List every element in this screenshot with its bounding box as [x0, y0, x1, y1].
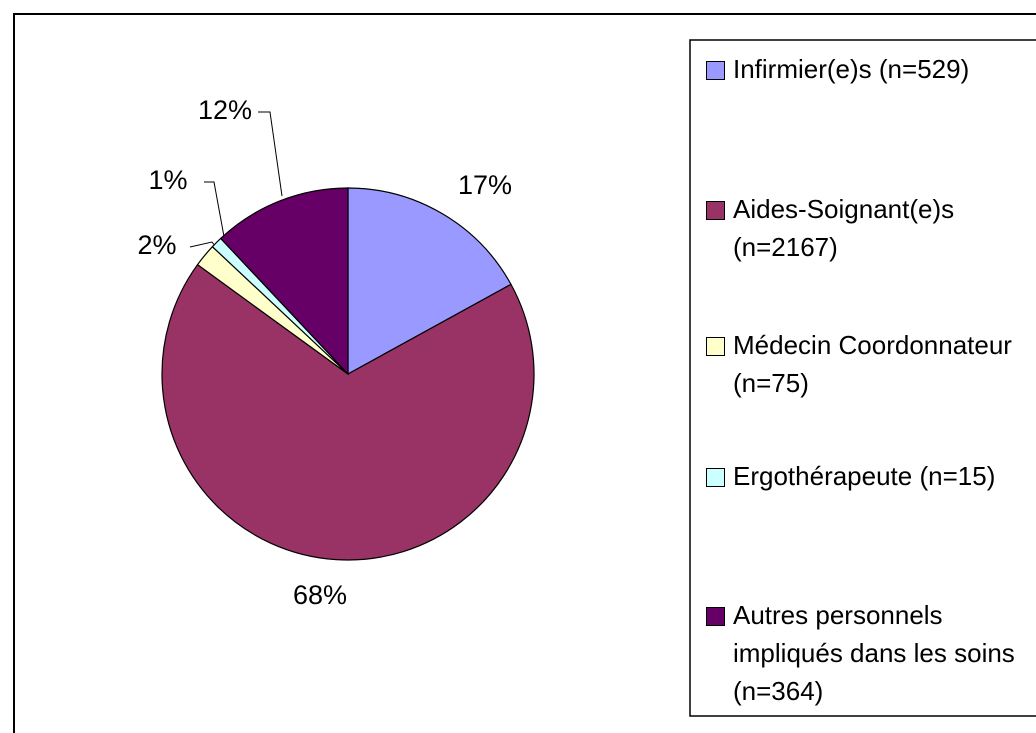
legend-swatch	[706, 201, 725, 220]
legend-label: Ergothérapeute (n=15)	[733, 461, 996, 491]
legend-swatch	[706, 468, 725, 487]
legend-item: Ergothérapeute (n=15)	[692, 457, 1023, 495]
legend-label: Aides-Soignant(e)s (n=2167)	[733, 194, 955, 262]
legend-label: Infirmier(e)s (n=529)	[733, 54, 970, 84]
legend-label: Médecin Coordonnateur (n=75)	[733, 330, 1012, 398]
data-label: 12%	[198, 95, 252, 125]
data-label: 17%	[458, 170, 512, 200]
data-label: 2%	[137, 230, 176, 260]
legend-swatch	[706, 337, 725, 356]
pie-slice	[219, 187, 349, 376]
leader-line	[204, 181, 226, 243]
legend-item: Médecin Coordonnateur (n=75)	[692, 326, 1023, 402]
data-label: 68%	[293, 580, 347, 610]
legend-item: Autres personnels impliqués dans les soi…	[692, 596, 1023, 710]
leader-line	[258, 111, 283, 197]
data-label: 1%	[148, 165, 187, 195]
pie-slice	[347, 187, 512, 376]
pie-slice	[161, 263, 535, 561]
legend-swatch	[706, 61, 725, 80]
legend-box	[689, 39, 1036, 717]
legend-item: Aides-Soignant(e)s (n=2167)	[692, 190, 1023, 266]
legend-label: Autres personnels impliqués dans les soi…	[733, 600, 1015, 706]
legend-item: Infirmier(e)s (n=529)	[692, 50, 1023, 88]
legend-swatch	[706, 607, 725, 626]
